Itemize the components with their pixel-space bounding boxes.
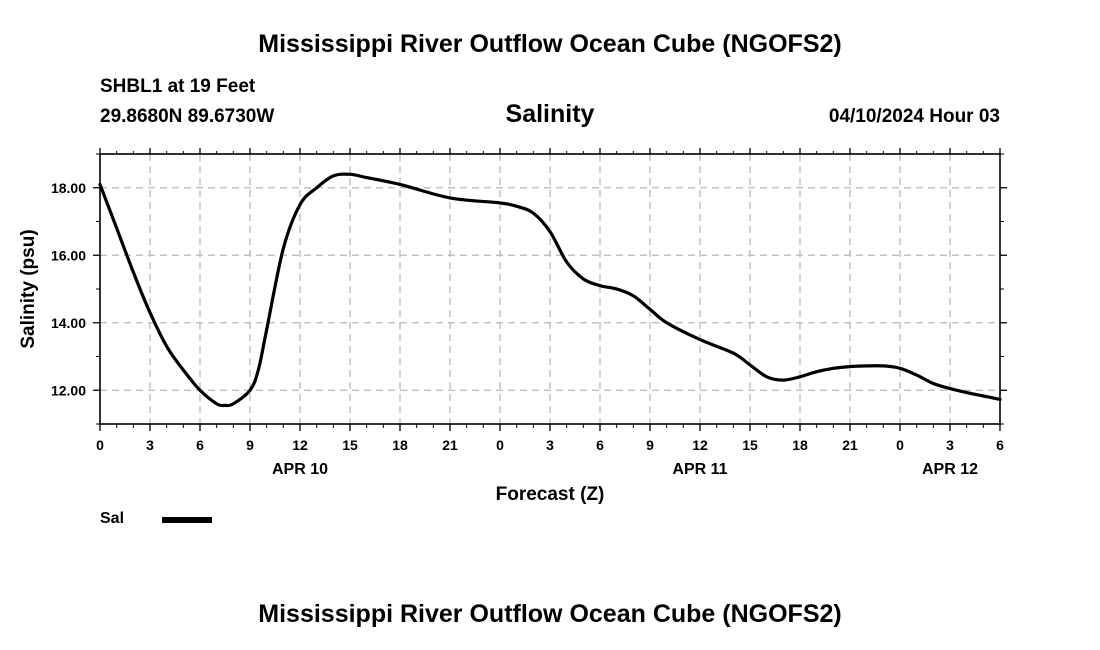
x-tick-label: 0	[496, 437, 504, 453]
x-tick-label: 3	[946, 437, 954, 453]
x-tick-label: 0	[896, 437, 904, 453]
series-line-sal	[98, 172, 1002, 408]
page-title: Mississippi River Outflow Ocean Cube (NG…	[258, 30, 842, 58]
x-tick-label: 15	[742, 437, 758, 453]
y-tick-label: 16.00	[51, 247, 86, 263]
station-coordinates: 29.8680N 89.6730W	[100, 106, 275, 127]
x-tick-label: 3	[146, 437, 154, 453]
series-layer	[98, 172, 1002, 408]
x-tick-label: 15	[342, 437, 358, 453]
x-tick-label: 6	[596, 437, 604, 453]
x-tick-label: 21	[842, 437, 858, 453]
footer-title: Mississippi River Outflow Ocean Cube (NG…	[258, 600, 842, 628]
x-tick-label: 0	[96, 437, 104, 453]
chart-title: Salinity	[505, 100, 595, 128]
x-axis-label: Forecast (Z)	[496, 484, 605, 505]
y-axis-label: Salinity (psu)	[18, 229, 39, 348]
y-tick-label: 14.00	[51, 315, 86, 331]
x-tick-label: 18	[392, 437, 408, 453]
x-tick-label: 18	[792, 437, 808, 453]
axes: 0 3 6 9 12 15 18 21 0 3 6 9 12 15 18 21 0 3 6 APR 10 APR 11 A…	[51, 148, 1007, 478]
y-tick-label: 12.00	[51, 382, 86, 398]
x-tick-label: 6	[996, 437, 1004, 453]
date-label: APR 11	[672, 461, 727, 478]
x-tick-label: 12	[692, 437, 708, 453]
x-tick-label: 6	[196, 437, 204, 453]
forecast-datetime: 04/10/2024 Hour 03	[828, 106, 1000, 127]
date-label: APR 10	[272, 461, 328, 478]
x-tick-label: 3	[546, 437, 554, 453]
legend-label: Sal	[100, 510, 125, 527]
x-tick-label: 9	[646, 437, 654, 453]
station-label: SHBL1 at 19 Feet	[100, 76, 256, 97]
date-label: APR 12	[922, 461, 978, 478]
legend-swatch	[162, 517, 212, 523]
y-tick-label: 18.00	[51, 180, 86, 196]
x-tick-label: 12	[292, 437, 308, 453]
x-tick-label: 9	[246, 437, 254, 453]
x-tick-label: 21	[442, 437, 458, 453]
grid-lines	[100, 154, 1000, 424]
